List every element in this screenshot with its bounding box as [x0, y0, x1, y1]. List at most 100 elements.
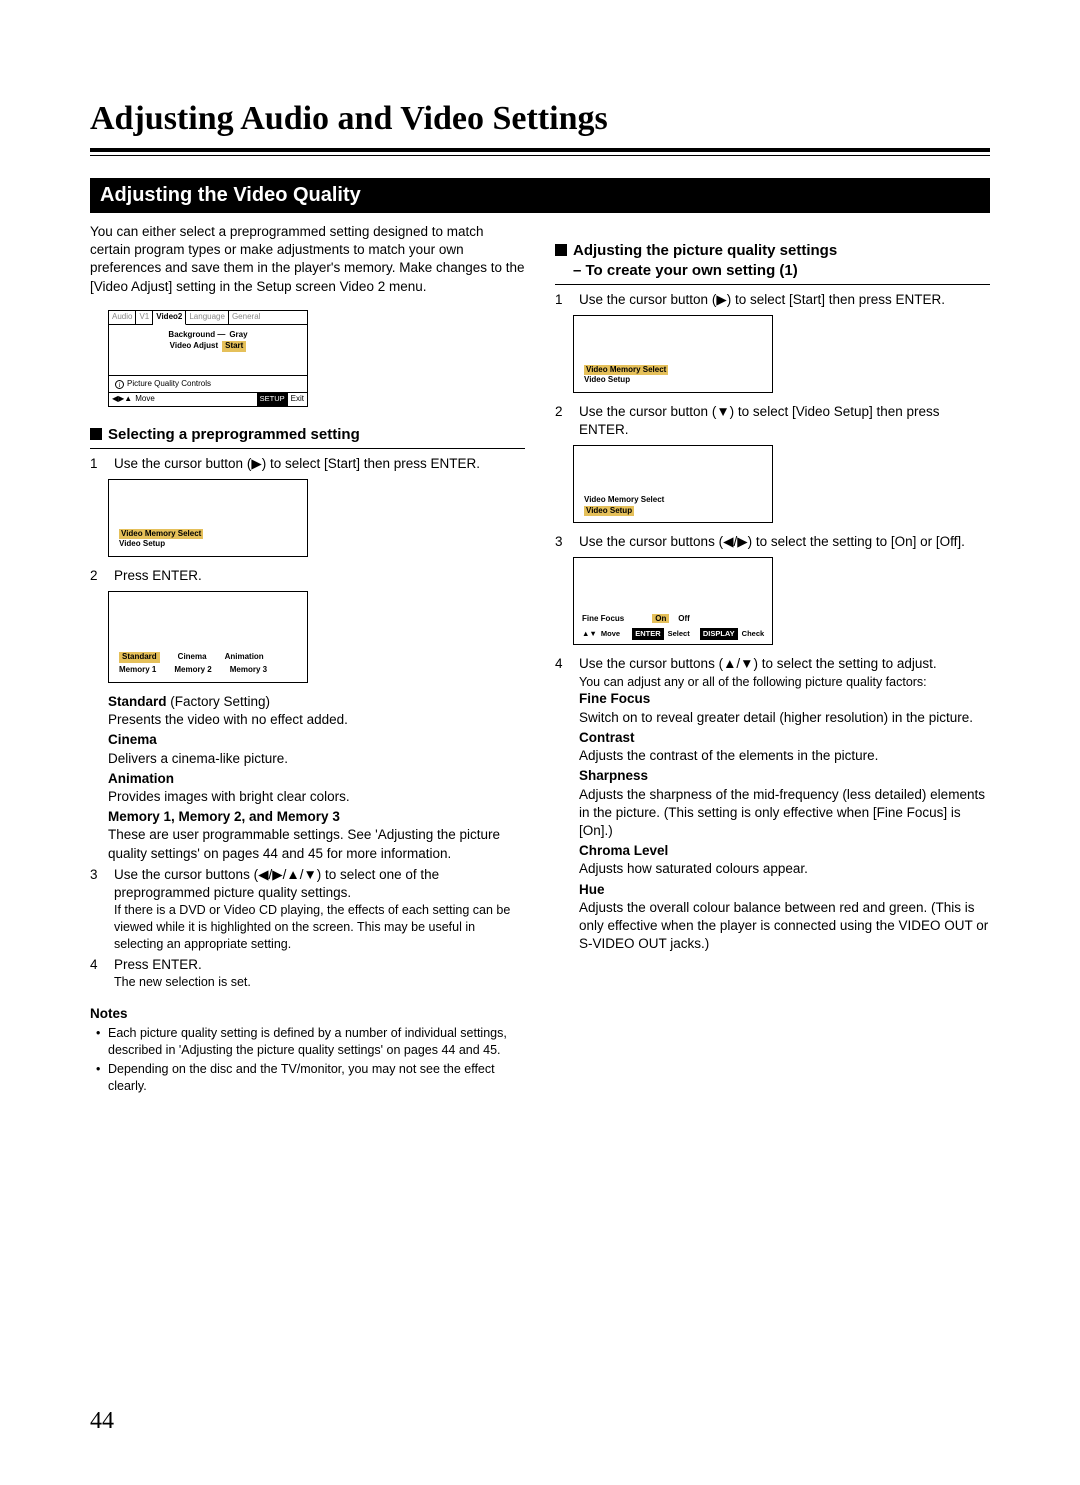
contrast-desc: Adjusts the contrast of the elements in … [579, 747, 990, 765]
r-mem-select-1: Video Memory Select [584, 365, 668, 375]
rstep-num-1: 1 [555, 291, 569, 309]
rstep1-text: Use the cursor button (▶) to select [Sta… [579, 291, 990, 309]
tab-language: Language [186, 311, 229, 324]
opt-mem3: Memory 3 [230, 665, 267, 676]
move-label: Move [135, 394, 155, 405]
tab-audio: Audio [109, 311, 136, 324]
square-icon [555, 244, 567, 256]
bg-label: Background — [168, 330, 225, 341]
chroma-desc: Adjusts how saturated colours appear. [579, 860, 990, 878]
animation-label: Animation [108, 770, 525, 788]
exit-label: Exit [288, 393, 307, 406]
rstep-num-4: 4 [555, 655, 569, 953]
intro-text: You can either select a preprogrammed se… [90, 223, 525, 296]
enter-key: ENTER [632, 628, 663, 640]
memory-label: Memory 1, Memory 2, and Memory 3 [108, 808, 525, 826]
opt-cinema: Cinema [178, 652, 207, 663]
rstep-num-2: 2 [555, 403, 569, 439]
rstep4b-text: You can adjust any or all of the followi… [579, 674, 990, 691]
sharpness-hdr: Sharpness [579, 767, 990, 785]
video-memory-screen-1: Video Memory Select Video Setup [108, 479, 308, 557]
setup-screen-diagram: Audio V1 Video2 Language General Backgro… [108, 310, 308, 407]
tab-v1: V1 [136, 311, 153, 324]
step3-text: Use the cursor buttons (◀/▶/▲/▼) to sele… [114, 866, 525, 902]
ff-select: Select [668, 629, 690, 639]
bg-value: Gray [229, 330, 247, 341]
display-key: DISPLAY [700, 628, 738, 640]
bullet-icon: • [96, 1025, 102, 1059]
options-screen: Standard Cinema Animation Memory 1 Memor… [108, 591, 308, 683]
standard-desc: Presents the video with no effect added. [108, 711, 525, 729]
r-video-setup-2: Video Setup [584, 506, 634, 516]
tab-general: General [229, 311, 263, 324]
bullet-icon: • [96, 1061, 102, 1095]
fine-focus-desc: Switch on to reveal greater detail (high… [579, 709, 990, 727]
hue-desc: Adjusts the overall colour balance betwe… [579, 899, 990, 954]
standard-label: Standard [108, 694, 167, 709]
divider-thin [90, 155, 990, 156]
left-subheading-text: Selecting a preprogrammed setting [108, 425, 360, 445]
setup-key: SETUP [257, 393, 288, 406]
memory-desc: These are user programmable settings. Se… [108, 826, 525, 862]
step3-note: If there is a DVD or Video CD playing, t… [114, 902, 525, 953]
left-column: You can either select a preprogrammed se… [90, 223, 525, 1097]
right-subheading: Adjusting the picture quality settings –… [555, 241, 990, 282]
sub-divider [90, 448, 525, 449]
fine-focus-screen: Fine Focus On Off ▲▼ Move ENTER Select DIS… [573, 557, 773, 645]
section-header: Adjusting the Video Quality [90, 178, 990, 213]
chroma-hdr: Chroma Level [579, 842, 990, 860]
start-highlight: Start [222, 341, 246, 352]
mem-select-label-1: Video Memory Select [119, 529, 203, 539]
r-mem-select-2: Video Memory Select [584, 495, 664, 505]
va-label: Video Adjust [170, 341, 218, 352]
opt-standard: Standard [119, 652, 160, 663]
contrast-hdr: Contrast [579, 729, 990, 747]
step-num-1: 1 [90, 455, 104, 473]
ff-move: Move [601, 629, 620, 639]
ff-label: Fine Focus [582, 614, 624, 625]
right-sub-l1: Adjusting the picture quality settings [573, 241, 837, 261]
left-subheading: Selecting a preprogrammed setting [90, 425, 525, 445]
right-subheading-text: Adjusting the picture quality settings –… [573, 241, 837, 282]
sharpness-desc: Adjusts the sharpness of the mid-frequen… [579, 786, 990, 841]
note1: Each picture quality setting is defined … [108, 1025, 525, 1059]
step-num-3: 3 [90, 866, 104, 953]
opt-mem1: Memory 1 [119, 665, 156, 676]
rstep4a-text: Use the cursor buttons (▲/▼) to select t… [579, 655, 990, 673]
r-video-setup-1: Video Setup [584, 375, 668, 385]
info-text: Picture Quality Controls [127, 379, 211, 390]
cinema-desc: Delivers a cinema-like picture. [108, 750, 525, 768]
page-number: 44 [90, 1408, 114, 1435]
ff-on: On [652, 614, 669, 623]
right-column: Adjusting the picture quality settings –… [555, 223, 990, 1097]
opt-animation: Animation [225, 652, 264, 663]
info-icon: i [115, 380, 124, 389]
sub-divider-r [555, 284, 990, 285]
step1-text: Use the cursor button (▶) to select [Sta… [114, 455, 525, 473]
note2: Depending on the disc and the TV/monitor… [108, 1061, 525, 1095]
tab-video2: Video2 [153, 311, 186, 325]
divider-thick [90, 148, 990, 152]
move-icon: ◀▶▲ [112, 394, 132, 405]
ff-check: Check [742, 629, 765, 639]
right-sub-l2: – To create your own setting (1) [573, 261, 837, 281]
animation-desc: Provides images with bright clear colors… [108, 788, 525, 806]
step-num-2: 2 [90, 567, 104, 585]
ff-off: Off [678, 614, 690, 623]
r-screen-1: Video Memory Select Video Setup [573, 315, 773, 393]
step2-text: Press ENTER. [114, 567, 525, 585]
step4-text: Press ENTER. [114, 956, 525, 974]
r-screen-2: Video Memory Select Video Setup [573, 445, 773, 523]
fine-focus-hdr: Fine Focus [579, 690, 990, 708]
rstep3-text: Use the cursor buttons (◀/▶) to select t… [579, 533, 990, 551]
rstep-num-3: 3 [555, 533, 569, 551]
step4-note: The new selection is set. [114, 974, 525, 991]
updown-icon: ▲▼ [582, 629, 597, 639]
step-num-4: 4 [90, 956, 104, 991]
square-icon [90, 428, 102, 440]
notes-header: Notes [90, 1005, 525, 1023]
video-setup-label-1: Video Setup [119, 539, 203, 549]
cinema-label: Cinema [108, 731, 525, 749]
page-title: Adjusting Audio and Video Settings [90, 100, 990, 138]
rstep2-text: Use the cursor button (▼) to select [Vid… [579, 403, 990, 439]
